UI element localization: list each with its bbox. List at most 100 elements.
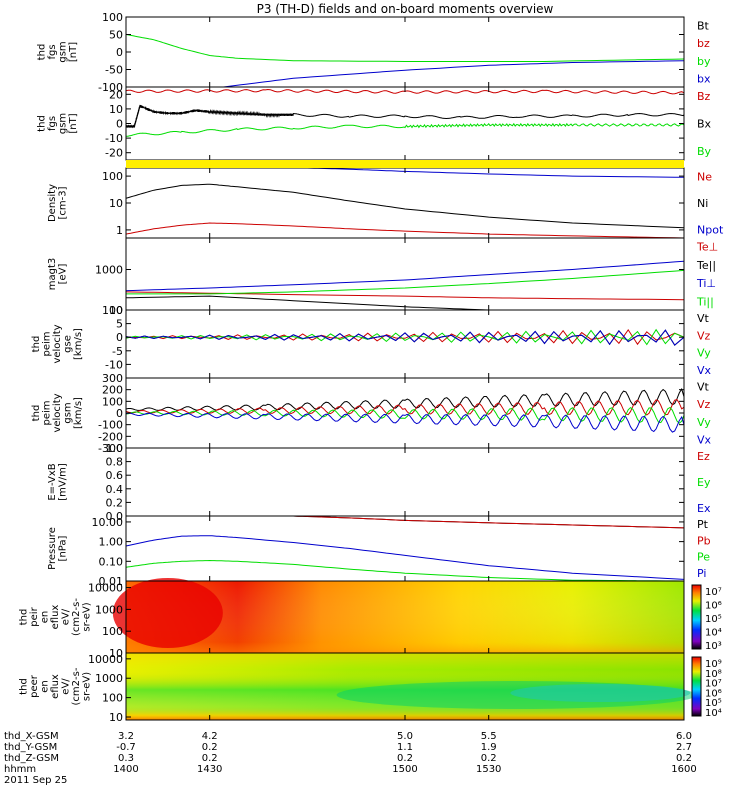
colorbar [691, 656, 702, 717]
y-axis-label: en [40, 611, 51, 624]
colorbar-tick-label: 10⁷ [705, 679, 722, 690]
y-tick-label: 10 [109, 647, 123, 660]
y-axis-label: magt3 [47, 258, 58, 291]
ephemeris-value: 0.2 [397, 753, 413, 764]
y-tick-label: -100 [98, 81, 123, 94]
legend-Bt: Bt [697, 19, 710, 32]
date-label: 2011 Sep 25 [4, 775, 67, 786]
y-tick-label: 20 [109, 88, 123, 101]
y-axis-label: (cm2-s- [71, 598, 82, 636]
y-axis-label: velocity [52, 393, 63, 432]
y-tick-label: 100 [102, 692, 123, 705]
series-group [126, 34, 684, 87]
y-axis-label: thd [36, 44, 47, 61]
y-tick-label: -5 [112, 345, 123, 358]
y-tick-label: 50 [109, 29, 123, 42]
y-tick-label: 10 [109, 304, 123, 317]
y-tick-label: 10000 [88, 653, 123, 666]
legend-Pt: Pt [697, 518, 709, 531]
y-tick-label: 1.00 [99, 536, 124, 549]
panel-frame [125, 447, 685, 517]
y-axis-label: thd [36, 115, 47, 132]
ephemeris-value: -0.7 [116, 742, 136, 753]
ephemeris-value: 1400 [113, 764, 138, 775]
ephemeris-value: 4.2 [202, 731, 218, 742]
ephemeris-value: 5.5 [481, 731, 497, 742]
y-tick-label: 0.4 [106, 483, 124, 496]
series-line-Pb [293, 516, 684, 529]
y-tick-label: 0.10 [99, 555, 124, 568]
spectrogram-peer: 10000 1000 100 10 thd peer en eflux eV/(cm2-s-sr… [19, 652, 722, 724]
y-tick-label: 1000 [95, 603, 123, 616]
y-axis-label: gsm [57, 41, 68, 62]
y-axis-label: eV/ [61, 678, 72, 695]
y-axis-label: eflux [50, 674, 61, 699]
y-axis-label: fgs [47, 44, 58, 59]
y-axis-label: eV/ [61, 608, 72, 625]
y-axis-label: thd [19, 678, 30, 695]
colorbar-tick-label: 10⁷ [705, 587, 722, 598]
y-tick-label: 100 [102, 170, 123, 183]
electron-cyan-band [510, 684, 691, 702]
series-line-Ne [126, 222, 684, 238]
y-tick-label: 10 [109, 103, 123, 116]
ephemeris-value: 3.2 [118, 731, 134, 742]
ephemeris-row-label: thd_X-GSM [4, 731, 59, 742]
ephemeris-value: 0.2 [481, 753, 497, 764]
y-tick-label: 5 [116, 318, 123, 331]
y-axis-label: en [40, 680, 51, 693]
panel-frame [125, 16, 685, 88]
series-group [126, 88, 684, 137]
series-line-Pe [126, 559, 684, 581]
ephemeris-row-label: thd_Z-GSM [4, 753, 59, 764]
panel-frame [125, 86, 685, 161]
legend-Ex: Ex [697, 502, 711, 515]
y-tick-label: -200 [98, 430, 123, 443]
colorbar-tick-label: 10³ [705, 641, 722, 652]
ephemeris-value: 1.9 [481, 742, 497, 753]
y-axis-label: peim [42, 400, 53, 425]
panel-dens: 100 10 1 Density [cm-3] Ne Ni Npot [47, 167, 724, 239]
legend-Vz: Vz [697, 398, 711, 411]
series-line-bx [223, 60, 684, 87]
y-tick-label: 1000 [95, 672, 123, 685]
y-tick-label: 1.0 [106, 442, 124, 455]
ephemeris-row-label: hhmm [4, 764, 36, 775]
y-tick-label: -10 [105, 132, 123, 145]
y-tick-label: 200 [102, 384, 123, 397]
legend-Ti⊥: Ti⊥ [696, 277, 716, 290]
series-line-Vy [126, 406, 684, 424]
y-axis-label: gse [63, 335, 74, 353]
legend-Pe: Pe [697, 551, 710, 564]
y-axis-label: [cm-3] [57, 186, 68, 219]
y-tick-label: -20 [105, 147, 123, 160]
y-axis-label: [km/s] [73, 328, 84, 360]
y-tick-label: -10 [105, 358, 123, 371]
legend-Te||: Te|| [696, 259, 716, 272]
legend-Bx: Bx [697, 118, 712, 131]
quality-flag-bar [126, 160, 684, 168]
series-line-Te⊥ [126, 291, 684, 301]
legend-Ti||: Ti|| [696, 295, 714, 308]
y-tick-label: 10 [109, 197, 123, 210]
series-line-Bx [126, 104, 684, 129]
figure-title: P3 (TH-D) fields and on-board moments ov… [257, 2, 554, 16]
y-tick-label: 10 [109, 711, 123, 724]
y-tick-label: 100 [102, 304, 123, 317]
y-tick-label: 300 [102, 372, 123, 385]
y-tick-label: 100 [102, 625, 123, 638]
y-tick-label: 0.01 [99, 575, 124, 588]
y-axis-label: Pressure [47, 527, 58, 570]
ephemeris-value: 1.1 [397, 742, 413, 753]
y-axis-label: [eV] [57, 264, 68, 285]
y-tick-label: 100 [102, 395, 123, 408]
y-axis-label: eflux [50, 605, 61, 630]
y-tick-label: 0 [116, 46, 123, 59]
y-axis-label: thd [31, 336, 42, 353]
ion-hot-region [112, 578, 223, 648]
series-group [126, 260, 684, 310]
series-group [126, 168, 684, 238]
series-line-Vz [126, 399, 684, 416]
series-line-Ti|| [126, 269, 684, 295]
